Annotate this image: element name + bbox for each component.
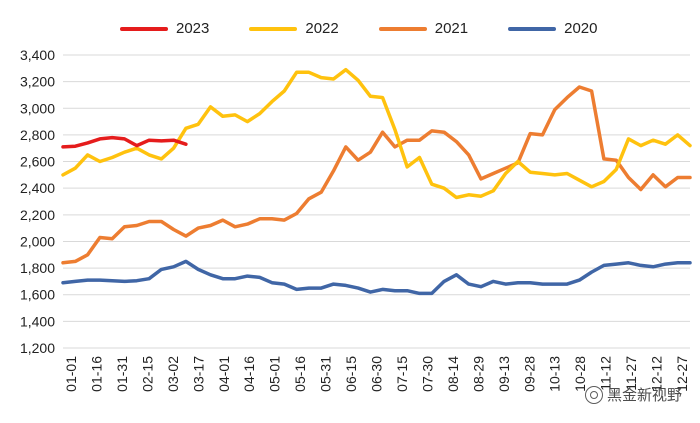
legend-label-2022: 2022: [305, 20, 339, 37]
x-tick-label: 06-15: [343, 356, 359, 392]
x-tick-label: 01-16: [88, 356, 104, 392]
watermark: 黑金新视野: [584, 384, 682, 405]
legend-label-2023: 2023: [176, 20, 210, 37]
x-tick-label: 05-16: [292, 356, 308, 392]
x-tick-label: 07-30: [419, 356, 435, 392]
x-tick-label: 05-01: [267, 356, 283, 392]
x-tick-label: 07-15: [394, 356, 410, 392]
x-tick-label: 01-01: [63, 356, 79, 392]
watermark-text: 黑金新视野: [606, 387, 682, 404]
x-tick-label: 12-27: [674, 356, 690, 392]
series-line-2023: [61, 135, 188, 149]
y-axis: 1,200 1,400 1,600 1,800 2,000 2,200 2,400 2,600…: [20, 47, 55, 356]
y-tick-label: 2,800: [20, 127, 55, 143]
y-tick-label: 1,400: [20, 313, 55, 329]
y-tick-label: 2,400: [20, 180, 55, 196]
legend-label-2021: 2021: [434, 20, 469, 37]
x-tick-label: 05-31: [318, 356, 334, 392]
x-tick-label: 04-01: [216, 356, 232, 392]
x-tick-label: 06-30: [369, 356, 385, 392]
legend-swatch-2021: [378, 26, 427, 31]
x-axis: 01-01 01-16 01-31 02-15 03-02 03-17 04-01 04-16…: [63, 356, 690, 392]
wechat-icon: [584, 385, 603, 404]
x-tick-label: 09-28: [521, 356, 537, 392]
y-tick-label: 3,200: [20, 74, 55, 90]
legend-swatch-2020: [508, 26, 557, 31]
y-tick-label: 2,000: [20, 233, 55, 249]
grid-lines: [63, 54, 690, 349]
chart-legend: 2023 2022 2021 2020: [120, 20, 598, 37]
y-tick-label: 2,600: [20, 154, 55, 170]
legend-label-2020: 2020: [564, 20, 598, 37]
x-tick-label: 03-02: [165, 356, 181, 392]
x-tick-label: 12-12: [649, 356, 665, 392]
x-tick-label: 11-12: [598, 356, 614, 391]
series-line-2020: [61, 259, 692, 296]
legend-item-2021: 2021: [378, 20, 469, 37]
legend-item-2023: 2023: [120, 20, 209, 37]
x-tick-label: 03-17: [190, 356, 206, 392]
series-lines: [61, 67, 692, 296]
legend-item-2022: 2022: [249, 20, 339, 37]
x-tick-label: 01-31: [114, 356, 130, 392]
legend-item-2020: 2020: [508, 20, 598, 37]
x-tick-label: 04-16: [241, 356, 257, 392]
y-tick-label: 1,200: [20, 340, 55, 356]
x-tick-label: 08-14: [445, 356, 461, 392]
y-tick-label: 1,600: [20, 287, 55, 303]
x-tick-label: 08-29: [470, 356, 486, 392]
series-line-2022: [61, 67, 692, 200]
x-tick-label: 10-28: [572, 356, 588, 392]
x-tick-label: 11-27: [623, 356, 639, 391]
x-tick-label: 10-13: [547, 356, 563, 392]
y-tick-label: 1,800: [20, 260, 55, 276]
y-tick-label: 3,400: [20, 47, 55, 63]
x-tick-label: 09-13: [496, 356, 512, 392]
y-tick-label: 2,200: [20, 207, 55, 223]
series-line-2021: [61, 85, 692, 265]
x-tick-label: 02-15: [139, 356, 155, 392]
legend-swatch-2023: [120, 26, 168, 31]
legend-swatch-2022: [249, 26, 298, 31]
y-tick-label: 3,000: [20, 100, 55, 116]
